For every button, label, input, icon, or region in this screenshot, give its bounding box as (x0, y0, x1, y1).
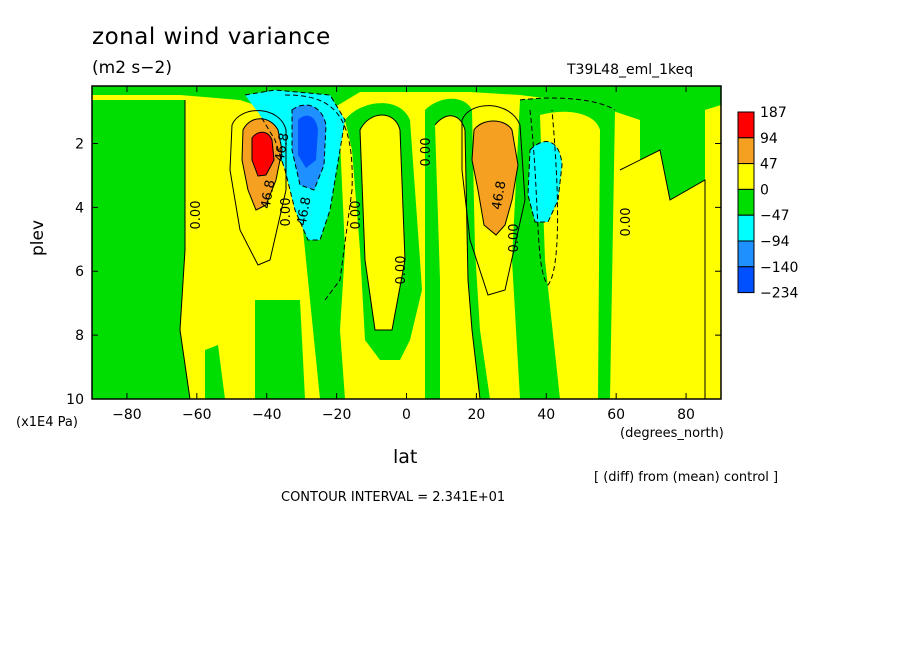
x-tick-layer: −80 −60 −40 −20 0 20 40 60 80 (112, 86, 695, 423)
contour-lines (179, 100, 706, 399)
contour-label: 0.00 (349, 201, 364, 230)
negative-region (92, 100, 190, 399)
x-tick-label: 0 (402, 407, 411, 423)
colorbar-swatch (737, 188, 755, 216)
contour-field (92, 86, 721, 399)
negative-region (255, 300, 305, 399)
colorbar-swatch (737, 111, 755, 139)
blue-core (298, 115, 318, 168)
y-tick-label: 4 (75, 200, 84, 216)
colorbar-label: 94 (760, 131, 778, 147)
chart-title: zonal wind variance (92, 24, 331, 50)
contour-label: 0.00 (419, 138, 434, 167)
contour-label: 46.8 (259, 179, 279, 210)
contour-label: 0.00 (279, 198, 294, 227)
y-tick-label: 6 (75, 264, 84, 280)
negative-region (205, 345, 225, 399)
x-tick-label: −80 (112, 407, 142, 423)
x-tick-label: −40 (252, 407, 282, 423)
x-tick-label: −60 (182, 407, 212, 423)
x-tick-label: 80 (677, 407, 695, 423)
run-name: T39L48_eml_1keq (567, 62, 694, 78)
y-tick-layer: 2 4 6 8 10 (66, 136, 721, 408)
contour-label: 46.8 (295, 196, 315, 227)
x-tick-label: 60 (607, 407, 625, 423)
colorbar-swatch (737, 163, 755, 190)
contour-label: 0.00 (507, 224, 522, 253)
colorbar-swatch (737, 240, 755, 268)
red-region (252, 132, 274, 176)
colorbar-swatch (737, 137, 755, 165)
contour-label: 0.00 (394, 256, 409, 285)
colorbar-swatch (737, 266, 755, 294)
negative-contours (244, 89, 616, 301)
x-tick-label: 20 (467, 407, 485, 423)
contour-label: 0.00 (189, 201, 204, 230)
colorbar-label: −47 (760, 208, 790, 224)
y-tick-label: 2 (75, 136, 84, 152)
colorbar-swatch (737, 214, 755, 242)
x-tick-label: 40 (537, 407, 555, 423)
colorbar-label: 0 (760, 182, 769, 198)
y-tick-label: 8 (75, 328, 84, 344)
colorbar-label: 187 (760, 105, 787, 121)
y-axis-units: (x1E4 Pa) (16, 415, 78, 430)
positive-region (435, 115, 480, 399)
colorbar-label: −234 (760, 286, 799, 302)
contour-label: 0.00 (619, 208, 634, 237)
x-axis-units: (degrees_north) (620, 426, 724, 441)
x-axis-label: lat (393, 446, 418, 468)
colorbar-label: −94 (760, 234, 790, 250)
colorbar: 187 94 47 0 −47 −94 −140 −234 (737, 105, 799, 302)
positive-region (360, 115, 405, 330)
y-tick-label: 10 (66, 392, 84, 408)
colorbar-label: −140 (760, 260, 798, 276)
chart-units: (m2 s−2) (92, 58, 172, 78)
contour-label-layer: 0.0046.846.80.0046.80.000.000.0046.80.00… (189, 132, 634, 285)
positive-region (620, 150, 705, 399)
contour-interval: CONTOUR INTERVAL = 2.341E+01 (281, 490, 506, 505)
orange-region (472, 121, 518, 235)
colorbar-label: 47 (760, 157, 778, 173)
contour-label: 46.8 (273, 132, 293, 163)
contour-label: 46.8 (490, 180, 510, 211)
x-tick-label: −20 (322, 407, 352, 423)
diff-note: [ (diff) from (mean) control ] (594, 470, 779, 485)
